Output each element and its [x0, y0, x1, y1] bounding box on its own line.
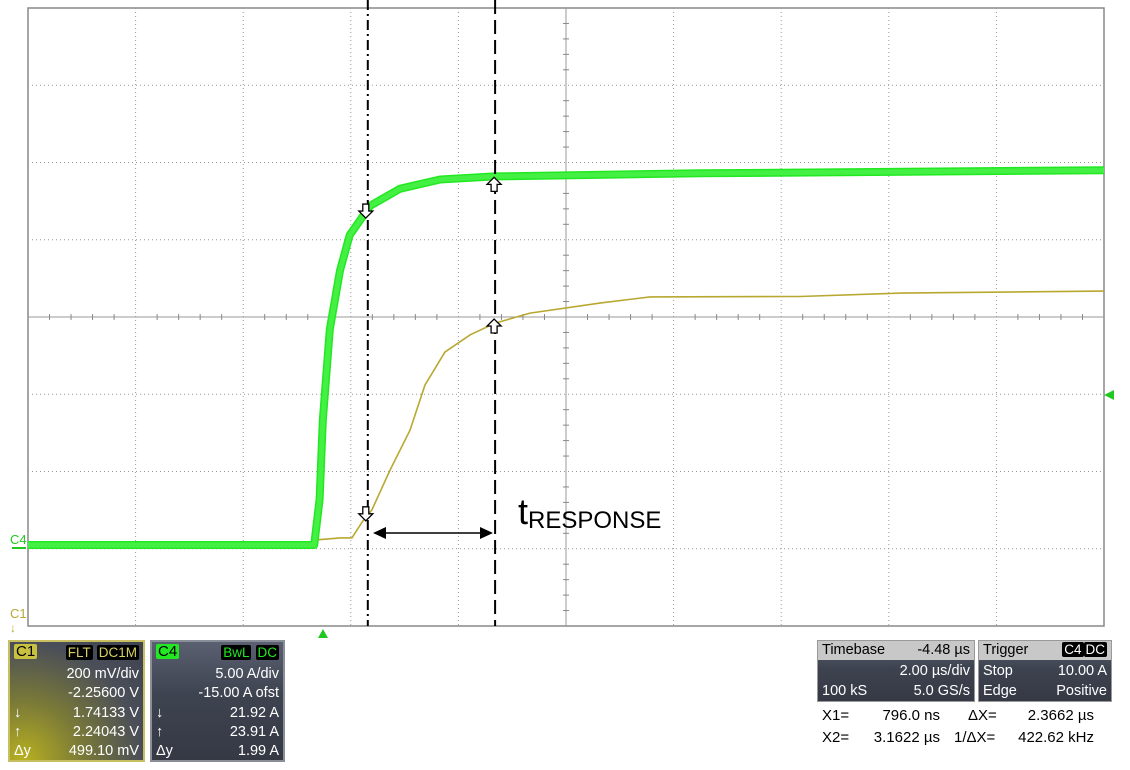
- c4-scale: 5.00 A/div: [215, 666, 279, 682]
- scope-display: C4 C1 ↓ tRESPONSE: [10, 0, 1114, 638]
- c1-ground-marker[interactable]: C1: [10, 606, 27, 621]
- trigger-position-marker[interactable]: [318, 629, 328, 638]
- dx-value: 2.3662 µs: [1027, 707, 1094, 724]
- cursors: [357, 0, 503, 626]
- c1-cursor-down-value: 1.74133 V: [72, 705, 139, 721]
- c1-cursor-down-marker: [357, 506, 375, 522]
- x2-label: X2=: [822, 729, 850, 746]
- c1-coupling-tag: DC1M: [96, 645, 139, 660]
- c4-cursor-down-marker: [357, 203, 375, 220]
- c1-cursor-up-icon: ↑: [14, 724, 22, 740]
- trigger-label: Trigger: [983, 642, 1029, 658]
- c4-ground-marker[interactable]: C4: [10, 532, 27, 547]
- x2-value: 3.1622 µs: [873, 729, 940, 746]
- c1-offscreen-arrow-icon: ↓: [10, 621, 16, 635]
- timebase-scale: 2.00 µs/div: [899, 663, 970, 679]
- c4-delta-value: 1.99 A: [237, 743, 279, 759]
- response-time-arrow: [373, 527, 493, 539]
- trigger-type: Edge: [983, 683, 1017, 699]
- c4-cursor-up-marker: [485, 176, 503, 192]
- c1-scale: 200 mV/div: [66, 666, 139, 682]
- trigger-mode: Stop: [983, 663, 1013, 679]
- c4-delta-label: Δy: [156, 743, 173, 759]
- c1-voltage-trace: [315, 290, 1105, 541]
- sample-rate: 5.0 GS/s: [913, 683, 970, 699]
- trigger-coupling-tag: DC: [1083, 642, 1107, 657]
- dx-label: ΔX=: [968, 707, 997, 724]
- trigger-panel[interactable]: Trigger C4 DC Stop 10.00 A Edge Positive: [978, 640, 1112, 702]
- c1-offset: -2.25600 V: [68, 685, 139, 701]
- c1-delta-value: 499.10 mV: [68, 743, 139, 759]
- c1-filter-tag: FLT: [65, 645, 93, 660]
- c4-current-trace-core: [28, 167, 1105, 548]
- inverse-dx-label: 1/ΔX=: [954, 729, 996, 746]
- c1-delta-label: Δy: [14, 743, 31, 759]
- timebase-position: -4.48 µs: [917, 642, 970, 658]
- c1-cursor-up-value: 2.24043 V: [72, 724, 139, 740]
- c4-label: C4: [156, 643, 180, 660]
- trigger-level-marker[interactable]: [1104, 390, 1114, 400]
- response-time-label: tRESPONSE: [518, 491, 661, 534]
- trigger-level: 10.00 A: [1057, 663, 1107, 679]
- c4-coupling-tag: DC: [255, 645, 279, 660]
- c4-cursor-up-icon: ↑: [156, 724, 164, 740]
- timebase-panel[interactable]: Timebase -4.48 µs 2.00 µs/div 100 kS 5.0 G…: [817, 640, 975, 702]
- timebase-label: Timebase: [822, 642, 886, 658]
- x1-label: X1=: [822, 707, 850, 724]
- graticule: [27, 7, 1105, 627]
- sample-count: 100 kS: [822, 683, 868, 699]
- c4-cursor-down-icon: ↓: [156, 705, 164, 721]
- traces: [28, 166, 1105, 549]
- x1-value: 796.0 ns: [882, 707, 940, 724]
- c1-channel-panel[interactable]: C1 FLT DC1M 200 mV/div -2.25600 V ↓ 1.741…: [8, 640, 145, 762]
- c1-label: C1: [14, 643, 38, 660]
- c1-cursor-up-marker: [485, 318, 503, 334]
- c4-bandwidth-tag: BwL: [221, 645, 252, 660]
- trigger-slope: Positive: [1056, 683, 1107, 699]
- c1-cursor-down-icon: ↓: [14, 705, 22, 721]
- inverse-dx-value: 422.62 kHz: [1018, 729, 1094, 746]
- trigger-source-tag: C4: [1062, 642, 1084, 657]
- c4-cursor-up-value: 23.91 A: [229, 724, 279, 740]
- c4-offset: -15.00 A ofst: [198, 685, 279, 701]
- c4-cursor-down-value: 21.92 A: [229, 705, 279, 721]
- c4-channel-panel[interactable]: C4 BwL DC 5.00 A/div -15.00 A ofst ↓ 21.9…: [150, 640, 285, 762]
